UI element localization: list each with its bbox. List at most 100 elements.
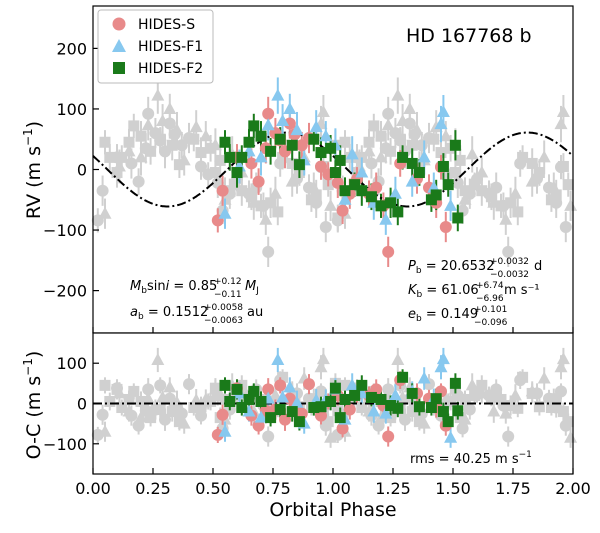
- rv-faded-point: [151, 88, 165, 101]
- rv-point-hides-f1: [276, 114, 290, 127]
- annotation-period-sub: −0.0032: [490, 270, 529, 280]
- oc-faded-point: [512, 402, 524, 414]
- rv-faded-point: [111, 167, 123, 179]
- oc-faded-point: [499, 406, 513, 419]
- oc-faded-point: [465, 378, 479, 391]
- oc-point-hides-f1: [367, 404, 381, 417]
- annotation-eccentricity-sup: +0.101: [474, 305, 507, 315]
- annotation-period: Pb = 20.6532 +0.0032 −0.0032 d: [408, 257, 542, 280]
- rv-point-hides-f1: [417, 150, 431, 163]
- rv-point-hides-f1: [444, 198, 458, 211]
- rv-faded-point: [286, 157, 298, 169]
- rv-faded-point: [363, 136, 375, 148]
- x-tick-label: 1.50: [435, 479, 471, 498]
- annotation-amplitude-sub: −6.96: [476, 294, 504, 304]
- oc-faded-point: [533, 401, 545, 413]
- oc-point-hides-s: [252, 419, 265, 432]
- oc-point-hides-f1: [218, 424, 232, 437]
- oc-faded-point: [562, 416, 574, 428]
- legend-label-hides-f1: HIDES-F1: [138, 39, 203, 55]
- rv-faded-point: [285, 174, 299, 187]
- rv-point-hides-f1: [338, 192, 352, 205]
- rv-faded-point: [324, 198, 338, 211]
- rv-point-hides-f2: [413, 167, 425, 179]
- oc-faded-point: [96, 408, 109, 421]
- rv-point-hides-f2: [356, 185, 368, 197]
- oc-faded-point: [205, 395, 217, 407]
- oc-point-hides-f2: [236, 402, 248, 414]
- rv-point-hides-f2: [442, 179, 454, 191]
- oc-point-hides-f1: [283, 380, 297, 393]
- rv-faded-point: [403, 101, 417, 114]
- oc-point-hides-f2: [334, 412, 346, 424]
- oc-faded-point: [265, 400, 277, 412]
- oc-point-hides-s: [336, 422, 349, 435]
- oc-point-hides-f2: [339, 393, 351, 405]
- oc-faded-point: [557, 406, 569, 418]
- oc-faded-point: [98, 424, 112, 437]
- rv-y-tick-label: 200: [56, 39, 87, 58]
- oc-faded-point: [413, 416, 425, 428]
- oc-faded-point: [495, 393, 507, 405]
- oc-point-hides-f1: [417, 371, 431, 384]
- oc-faded-point: [526, 387, 538, 399]
- rv-point-hides-f2: [430, 189, 442, 201]
- rv-point-hides-f2: [397, 151, 409, 163]
- rv-faded-point: [564, 198, 578, 211]
- rv-point-hides-f2: [449, 139, 461, 151]
- rv-faded-point: [495, 200, 507, 212]
- rv-faded-point: [374, 150, 388, 163]
- legend-marker-hides-f1: [112, 39, 126, 52]
- rv-faded-point: [170, 123, 184, 136]
- rv-faded-point: [332, 212, 344, 224]
- rv-faded-point: [104, 151, 116, 163]
- oc-faded-point: [188, 402, 200, 414]
- rv-point-hides-f2: [255, 130, 267, 142]
- rv-faded-point: [166, 139, 178, 151]
- rv-faded-point: [526, 157, 538, 169]
- oc-point-hides-f2: [274, 404, 286, 416]
- rv-faded-point: [123, 136, 135, 148]
- rv-point-hides-f2: [406, 157, 418, 169]
- annotation-semimajor-unit: au: [247, 305, 263, 320]
- oc-y-axis-label: O-C (m s−1): [21, 351, 45, 460]
- rms-annotation: rms = 40.25 m s−1: [410, 450, 532, 467]
- oc-point-hides-f2: [442, 416, 454, 428]
- oc-point-hides-s: [382, 430, 395, 443]
- oc-faded-point: [324, 430, 338, 443]
- rv-faded-point: [272, 206, 284, 218]
- rv-point-hides-f2: [392, 206, 404, 218]
- oc-point-hides-s: [211, 428, 224, 441]
- oc-point-hides-f2: [406, 387, 418, 399]
- annotation-mass-sup: +0.12: [214, 277, 242, 287]
- oc-faded-point: [116, 402, 128, 414]
- rv-point-hides-f2: [308, 133, 320, 145]
- rv-faded-point: [132, 175, 145, 188]
- legend-marker-hides-s: [112, 17, 126, 31]
- oc-point-hides-f1: [388, 388, 402, 401]
- oc-point-hides-f2: [452, 405, 464, 417]
- oc-point-hides-f2: [349, 389, 361, 401]
- rv-y-tick-label: −200: [43, 282, 87, 301]
- oc-y-tick-label: −100: [43, 435, 87, 454]
- rv-faded-point: [533, 167, 545, 179]
- annotation-period-text: Pb = 20.6532: [408, 259, 494, 276]
- rv-faded-point: [394, 133, 406, 145]
- oc-point-hides-f2: [219, 379, 231, 391]
- x-tick-label: 0.00: [75, 479, 111, 498]
- rv-faded-point: [262, 245, 275, 258]
- rv-faded-point: [195, 147, 207, 159]
- oc-point-hides-f2: [308, 402, 320, 414]
- oc-faded-point: [545, 402, 557, 414]
- legend-label-hides-f2: HIDES-F2: [138, 61, 203, 77]
- rv-faded-point: [381, 118, 395, 131]
- oc-faded-point: [406, 406, 418, 418]
- x-tick-label: 1.75: [495, 479, 531, 498]
- rv-faded-point: [310, 189, 322, 201]
- oc-faded-point: [463, 403, 476, 416]
- oc-data-points: [211, 352, 464, 443]
- oc-faded-point: [183, 378, 195, 391]
- oc-y-ticks: −100 0 100: [43, 354, 99, 454]
- oc-faded-point: [517, 371, 529, 383]
- rv-point-hides-s: [370, 181, 383, 194]
